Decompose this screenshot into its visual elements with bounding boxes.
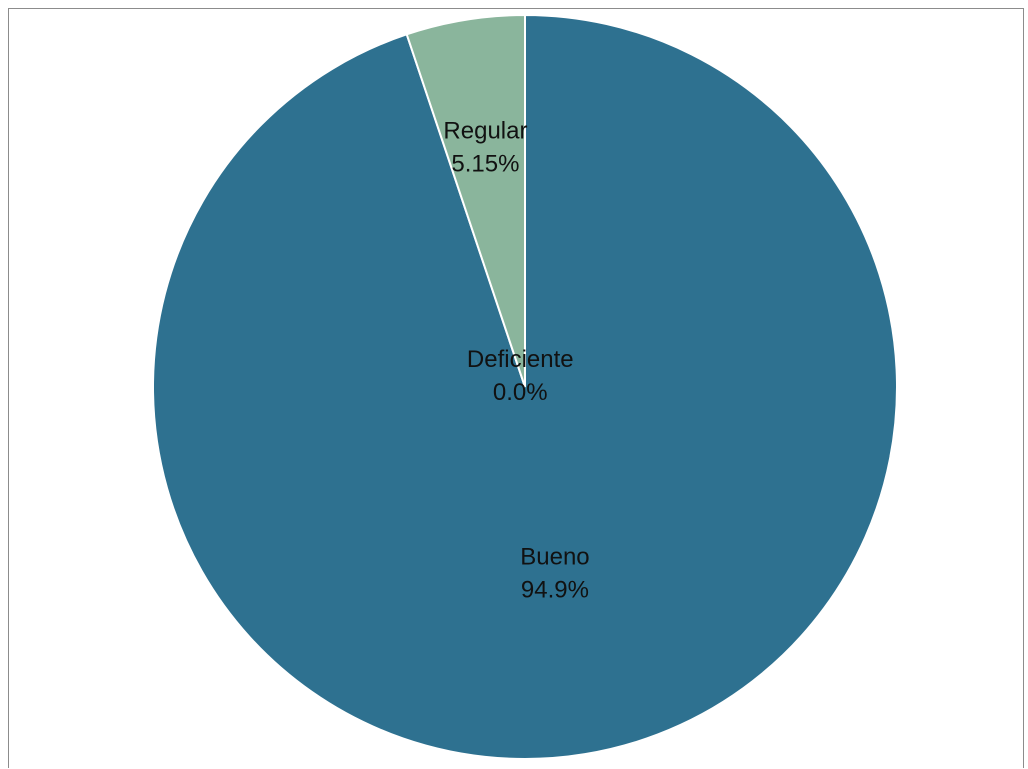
pie-slices — [152, 13, 898, 760]
slice-percent-deficiente: 0.0% — [493, 379, 548, 406]
pie-slice-regular — [405, 13, 526, 388]
pie-chart: Bueno 94.9% Deficiente 0.0% Regular 5.15% — [152, 13, 898, 760]
chart-frame: Bueno 94.9% Deficiente 0.0% Regular 5.15% — [8, 8, 1024, 768]
slice-category-deficiente: Deficiente — [467, 346, 574, 373]
slice-label-regular: Regular 5.15% — [443, 118, 527, 178]
slice-percent-regular: 5.15% — [451, 151, 519, 178]
slice-category-regular: Regular — [443, 118, 527, 145]
slice-percent-bueno: 94.9% — [521, 577, 589, 604]
slice-category-bueno: Bueno — [520, 544, 589, 571]
slice-label-deficiente: Deficiente 0.0% — [467, 346, 574, 406]
pie-labels: Bueno 94.9% Deficiente 0.0% Regular 5.15% — [443, 118, 589, 604]
slice-label-bueno: Bueno 94.9% — [520, 544, 589, 604]
